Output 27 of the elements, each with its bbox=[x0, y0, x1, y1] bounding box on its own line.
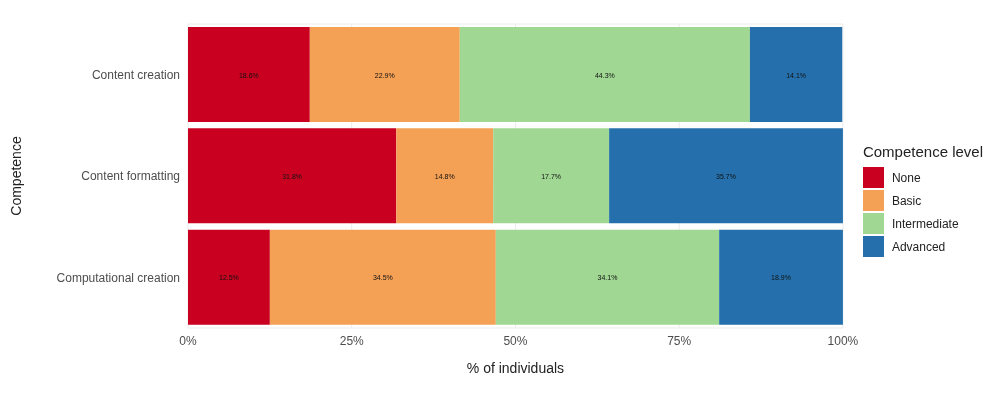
x-tick-label: 75% bbox=[667, 333, 692, 348]
x-tick-label: 50% bbox=[503, 333, 528, 348]
bar bbox=[493, 128, 610, 224]
legend-title: Competence level bbox=[862, 143, 983, 160]
bar bbox=[309, 27, 460, 123]
bar bbox=[269, 229, 496, 325]
x-tick-label: 25% bbox=[339, 333, 365, 348]
y-tick-label: Computational creation bbox=[56, 270, 180, 285]
legend-label: Advanced bbox=[891, 239, 946, 254]
bar bbox=[609, 128, 843, 224]
bar bbox=[495, 229, 720, 325]
bar bbox=[749, 27, 843, 123]
bar bbox=[459, 27, 750, 123]
x-tick-label: 0% bbox=[179, 333, 197, 348]
legend-label: None bbox=[891, 170, 921, 185]
legend-label: Intermediate bbox=[891, 216, 959, 231]
bar bbox=[188, 229, 270, 325]
y-axis-title: Competence bbox=[7, 136, 24, 216]
bar bbox=[719, 229, 843, 325]
x-axis-title: % of individuals bbox=[466, 360, 565, 376]
x-tick-label: 100% bbox=[827, 333, 859, 348]
bar bbox=[188, 128, 397, 224]
y-tick-label: Content formatting bbox=[81, 169, 180, 184]
bar bbox=[188, 27, 310, 123]
legend-label: Basic bbox=[891, 193, 922, 208]
y-tick-label: Content creation bbox=[91, 67, 180, 82]
bar bbox=[396, 128, 494, 224]
